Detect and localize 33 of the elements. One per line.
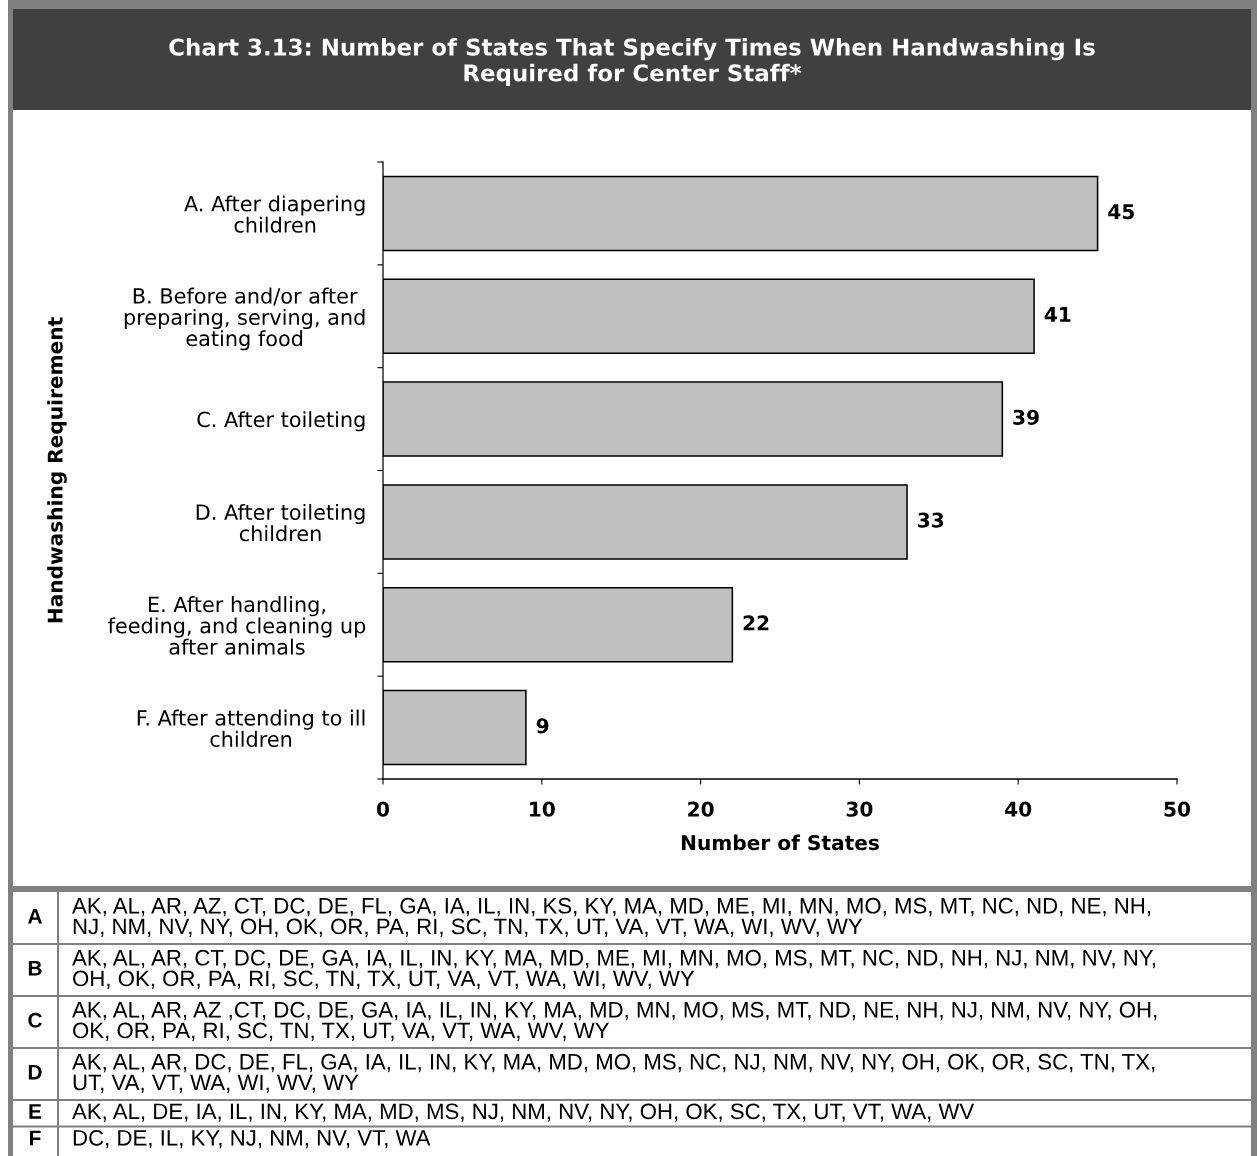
y-tick-label: F. After attending to ill children: [137, 709, 365, 747]
x-tick-label: 20: [688, 801, 714, 817]
x-tick-label: 30: [846, 801, 873, 817]
data-label: 41: [1044, 307, 1071, 322]
x-tick-label: 10: [530, 801, 555, 817]
text: AK, AL, AR, CT, DC, DE, GA, IA, IL, IN, KY, MA, MD, ME, MI, MN, MO, MS, MT, NC, ND, NH, NJ, NM, NV, NY, OH, OK, OR, PA, RI, SC, TN, TX, UT, VA, VT, WA, WI, WV, WY: [72, 949, 1155, 989]
y-tick-label: B. Before and/or after preparing, serving, and eating food: [124, 287, 365, 351]
y-tick-label: D. After toileting children: [196, 503, 365, 542]
text: E: [29, 1104, 42, 1119]
data-label: 9: [536, 718, 549, 734]
y-axis-title: Handwashing Requirement: [47, 317, 67, 623]
text: C: [28, 1012, 42, 1028]
text: D: [28, 1065, 42, 1080]
x-axis-title: Number of States: [681, 834, 879, 851]
data-label: 45: [1108, 204, 1134, 220]
x-tick-label: 40: [1005, 801, 1032, 817]
y-tick-label: E. After handling, feeding, and cleaning up after animals: [108, 596, 366, 655]
text: DC, DE, IL, KY, NJ, NM, NV, VT, WA: [73, 1129, 431, 1149]
y-tick-label: C. After toileting: [197, 411, 365, 432]
text: AK, AL, AR, AZ ,CT, DC, DE, GA, IA, IL, IN, KY, MA, MD, MN, MO, MS, MT, ND, NE, NH, NJ, NM, NV, NY, OH, OK, OR, PA, RI, SC, TN, TX, UT, VA, VT, WA, WV, WY: [72, 1001, 1157, 1041]
data-label: 33: [918, 512, 944, 528]
text: AK, AL, AR, DC, DE, FL, GA, IA, IL, IN, KY, MA, MD, MO, MS, NC, NJ, NM, NV, NY, OH, OK, OR, SC, TN, TX, UT, VA, VT, WA, WI, WV, WY: [72, 1053, 1155, 1093]
chart-title: Chart 3.13: Number of States That Specify Times When Handwashing Is Required for Center Staff*: [169, 37, 1095, 87]
text: A: [27, 909, 42, 924]
data-label: 22: [743, 615, 769, 631]
text: AK, AL, DE, IA, IL, IN, KY, MA, MD, MS, NJ, NM, NV, NY, OH, OK, SC, TX, UT, VT, WA, WV: [72, 1103, 975, 1122]
text: F: [30, 1130, 41, 1146]
data-label: 39: [1013, 409, 1039, 425]
text: B: [28, 961, 42, 976]
x-tick-label: 50: [1164, 801, 1191, 817]
text: AK, AL, AR, AZ, CT, DC, DE, FL, GA, IA, IL, IN, KS, KY, MA, MD, ME, MI, MN, MO, MS, MT, NC, ND, NE, NH, NJ, NM, NV, NY, OH, OK, OR, PA, RI, SC, TN, TX, UT, VA, VT, WA, WI, WV, WY: [72, 897, 1151, 937]
x-tick-label: 0: [376, 801, 390, 817]
y-tick-label: A. After diapering children: [184, 195, 365, 233]
